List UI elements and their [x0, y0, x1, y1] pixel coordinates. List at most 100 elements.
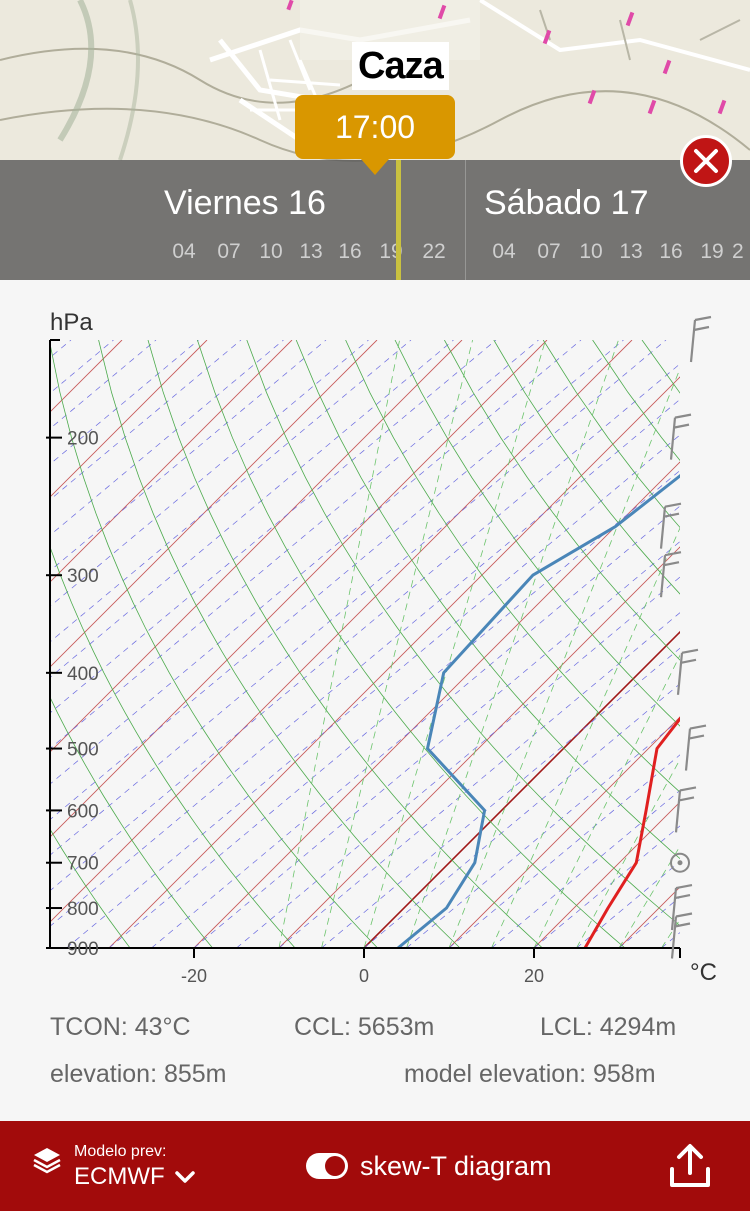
wind-barb-icon: [670, 912, 693, 959]
lcl-stat: LCL: 4294m: [540, 1013, 677, 1041]
model-selector[interactable]: ECMWF: [74, 1163, 195, 1191]
hour-tick[interactable]: 2: [732, 240, 744, 263]
close-button[interactable]: [680, 135, 732, 187]
dry-adiabat-line: [493, 340, 680, 595]
hour-tick[interactable]: 22: [422, 240, 446, 263]
isotherm-line: [448, 716, 680, 948]
isotherm-line: [533, 801, 680, 948]
wind-barb-icon: [659, 551, 682, 598]
isotherm-line: [50, 340, 463, 753]
moist-adiabat-line: [448, 367, 680, 948]
mixing-ratio-line: [50, 340, 412, 643]
moist-adiabat-line: [491, 527, 680, 948]
hour-tick[interactable]: 07: [537, 240, 561, 263]
temperature-line: [583, 716, 680, 948]
dry-adiabat-line: [50, 545, 296, 948]
moist-adiabat-line: [533, 654, 680, 948]
mixing-ratio-line: [50, 340, 242, 501]
hour-tick[interactable]: 07: [217, 240, 241, 263]
selected-time-bubble: 17:00: [295, 95, 455, 175]
dry-adiabat-line: [345, 340, 680, 793]
hour-tick[interactable]: 13: [299, 240, 323, 263]
isotherm-line: [363, 630, 680, 948]
dry-adiabat-line: [444, 340, 680, 661]
y-tick-label: 800: [67, 899, 99, 920]
model-elevation-stat: model elevation: 958m: [404, 1060, 656, 1088]
mixing-ratio-line: [533, 825, 680, 948]
isotherm-line: [50, 340, 548, 838]
map-city-label: Caza: [352, 42, 449, 90]
dry-adiabat-line: [147, 340, 543, 948]
moist-adiabat-line: [704, 340, 750, 948]
isotherm-line: [0, 340, 37, 948]
dry-adiabat-line: [295, 340, 680, 860]
moist-adiabat-line: [406, 340, 619, 948]
isotherm-line: [50, 340, 633, 923]
toggle-knob: [325, 1156, 345, 1176]
wind-calm-icon: [670, 852, 690, 873]
mixing-ratio-line: [704, 340, 750, 948]
mixing-ratio-line: [321, 647, 680, 948]
dry-adiabat-line: [197, 340, 626, 948]
hour-tick[interactable]: 19: [700, 240, 724, 263]
moist-adiabat-line: [576, 758, 680, 948]
isotherm-line: [108, 376, 680, 948]
hour-tick[interactable]: 10: [259, 240, 283, 263]
x-tick-label: 20: [524, 966, 544, 986]
hour-tick[interactable]: 04: [492, 240, 516, 263]
wind-barb-icon: [659, 502, 682, 549]
day-block-1[interactable]: Viernes 16 04 07 10 13 16 19 22: [0, 160, 465, 280]
dry-adiabat-line: [98, 340, 461, 948]
mixing-ratio-line: [0, 340, 29, 948]
close-icon: [694, 149, 718, 173]
dry-adiabat-line: [50, 828, 131, 948]
hour-tick[interactable]: 13: [619, 240, 643, 263]
hour-tick[interactable]: 10: [579, 240, 603, 263]
model-value: ECMWF: [74, 1163, 165, 1190]
moist-adiabat-line: [321, 340, 473, 948]
day-label: Sábado 17: [484, 184, 649, 222]
background-lines: [0, 340, 750, 948]
dry-adiabat-line: [50, 696, 213, 948]
y-tick-label: 700: [67, 854, 99, 875]
dry-adiabat-line: [246, 340, 680, 927]
hour-tick[interactable]: 16: [659, 240, 683, 263]
wind-barb-icon: [676, 648, 699, 695]
y-tick-label: 600: [67, 801, 99, 822]
dry-adiabat-line: [50, 341, 378, 948]
dewpoint-line: [397, 473, 680, 948]
mixing-ratio-line: [50, 340, 72, 359]
mixing-ratio-line: [50, 340, 284, 536]
y-tick-label: 200: [67, 429, 99, 450]
day-block-2[interactable]: Sábado 17 04 07 10 13 16 19 2: [465, 160, 750, 280]
layers-icon[interactable]: [32, 1145, 62, 1175]
skewt-panel: hPa °C 200 300 400 500 600 700 800 900 -20 0 20 TCON…: [0, 280, 750, 1120]
y-axis-label: hPa: [50, 309, 93, 336]
mixing-ratio-line: [747, 340, 750, 948]
skewt-toggle-label[interactable]: skew-T diagram: [360, 1151, 552, 1181]
isotherm-line: [50, 340, 378, 668]
day-divider: [465, 160, 466, 280]
mixing-ratio-line: [50, 340, 327, 572]
skewt-toggle[interactable]: [306, 1153, 348, 1179]
moist-adiabat-line: [363, 340, 546, 948]
dry-adiabat-line: [394, 340, 680, 727]
dry-adiabat-line: [0, 340, 48, 948]
moist-adiabat-line: [278, 340, 400, 948]
hour-tick[interactable]: 04: [172, 240, 196, 263]
mixing-ratio-line: [491, 789, 680, 948]
hour-tick[interactable]: 19: [379, 240, 403, 263]
share-icon[interactable]: [668, 1143, 712, 1189]
timeline-cursor[interactable]: [396, 160, 401, 280]
hour-tick[interactable]: 16: [338, 240, 362, 263]
bottom-toolbar: Modelo prev: ECMWF skew-T diagram: [0, 1121, 750, 1211]
y-tick-label: 500: [67, 740, 99, 761]
isotherm-line: [704, 340, 750, 948]
dry-adiabat-line: [691, 340, 750, 948]
x-tick-label: -20: [181, 966, 207, 986]
mixing-ratio-line: [50, 398, 680, 927]
timeline-bar[interactable]: Viernes 16 04 07 10 13 16 19 22 Sábado 1…: [0, 160, 750, 280]
series-layer: [397, 473, 680, 948]
mixing-ratio-line: [363, 683, 680, 948]
